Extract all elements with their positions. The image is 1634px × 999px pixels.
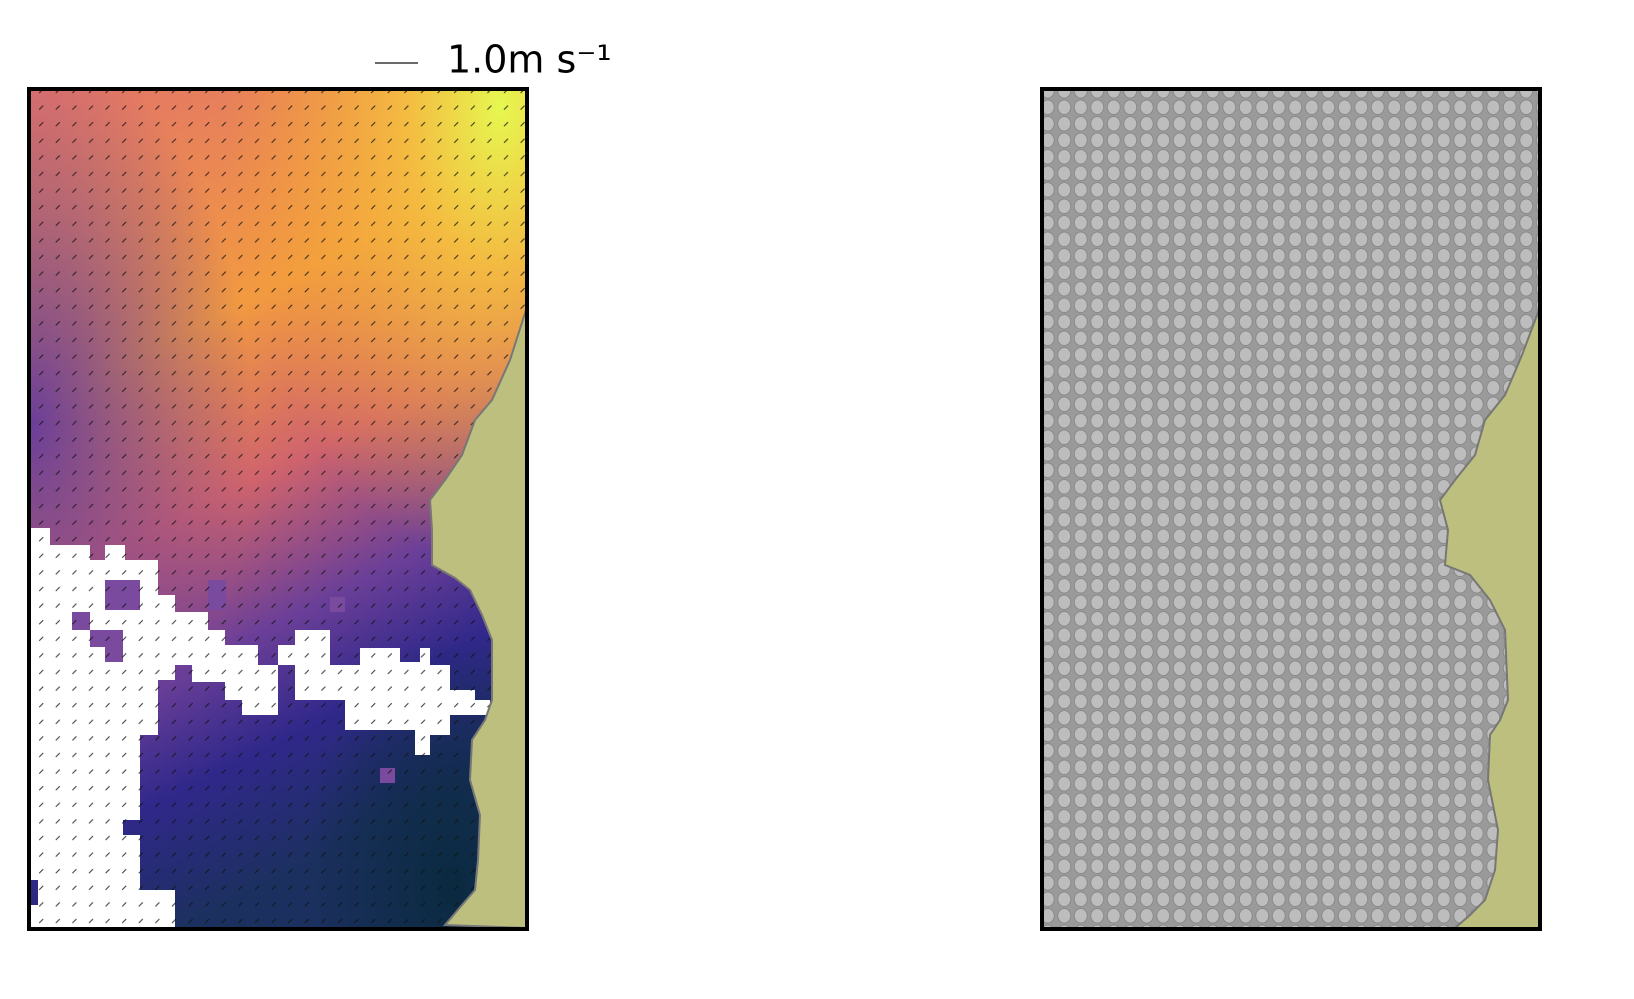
panel-frame [1040,87,1542,931]
land [428,309,527,930]
key-label: 1.0m s⁻¹ [447,38,612,82]
velocity-panel [27,87,529,931]
quiver-key: 1.0m s⁻¹ [375,38,612,82]
land [1438,309,1540,929]
ellipse-panel [1040,87,1542,931]
panel-frame [27,87,529,931]
